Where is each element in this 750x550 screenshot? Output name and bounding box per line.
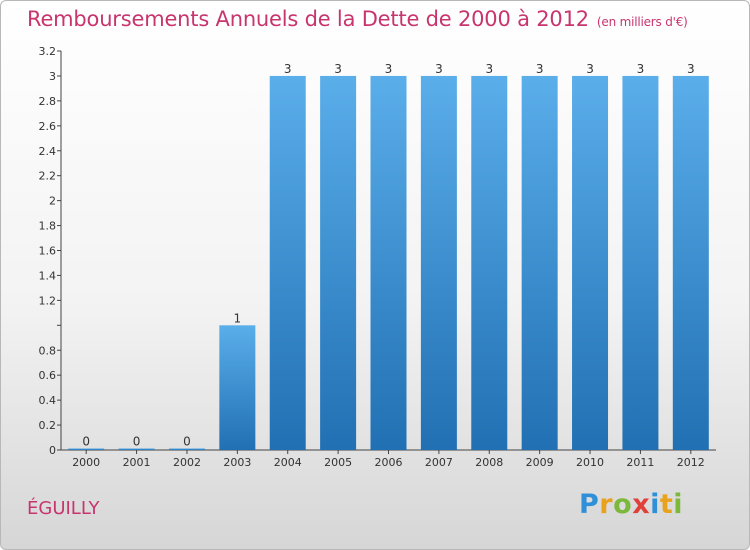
y-tick-label: 1.8 [39, 220, 57, 233]
data-label-2004: 3 [284, 62, 292, 76]
logo-letter: i [673, 489, 684, 520]
chart-title-text: Remboursements Annuels de la Dette de 20… [27, 7, 589, 31]
bar-2005 [320, 75, 357, 450]
data-label-2006: 3 [385, 62, 393, 76]
y-tick-label: 1.2 [39, 294, 57, 307]
y-tick-label: 2.2 [39, 170, 57, 183]
logo-letter: P [579, 489, 600, 520]
bar-2006 [370, 75, 407, 450]
y-tick-label: 2 [49, 195, 56, 208]
x-tick-label: 2011 [626, 456, 654, 469]
data-label-2011: 3 [637, 62, 645, 76]
y-tick-label: 2.4 [39, 145, 57, 158]
data-label-2009: 3 [536, 62, 544, 76]
logo-letter: i [650, 489, 660, 520]
y-tick-label: 0.8 [39, 344, 57, 357]
bar-2003 [219, 325, 256, 450]
bar-2007 [420, 75, 457, 450]
bar-2008 [471, 75, 508, 450]
logo-letter: t [659, 489, 674, 520]
bar-2001 [118, 448, 155, 450]
x-tick-label: 2000 [72, 456, 100, 469]
bar-2004 [269, 75, 306, 450]
data-label-2008: 3 [485, 62, 493, 76]
bar-2012 [672, 75, 709, 450]
bar-2010 [572, 75, 609, 450]
bar-2000 [68, 448, 105, 450]
x-tick-label: 2002 [173, 456, 201, 469]
y-tick-label: 1.6 [39, 245, 57, 258]
logo-letter: o [613, 489, 633, 520]
y-tick-label: 3 [49, 70, 56, 83]
y-tick-label: 2.6 [39, 120, 57, 133]
x-tick-label: 2001 [123, 456, 151, 469]
axes: 0 0.2 0.4 0.6 0.8 1.2 1.4 1.6 1.8 2 2.2 2.4 2.6 2.8 3 3… [39, 45, 716, 469]
x-tick-label: 2007 [425, 456, 453, 469]
y-tick-label: 2.8 [39, 95, 57, 108]
bars [68, 75, 709, 450]
x-tick-label: 2009 [526, 456, 554, 469]
data-label-2003: 1 [234, 311, 242, 325]
chart-title: Remboursements Annuels de la Dette de 20… [27, 7, 688, 31]
data-label-2012: 3 [687, 62, 695, 76]
data-label-2000: 0 [82, 435, 90, 449]
x-tick-label: 2006 [375, 456, 403, 469]
y-tick-label: 0.2 [39, 419, 57, 432]
proxiti-logo: Proxiti [579, 489, 683, 520]
y-tick-label: 0 [49, 444, 56, 457]
data-label-2007: 3 [435, 62, 443, 76]
bar-2011 [622, 75, 659, 450]
logo-letter: r [599, 489, 614, 520]
data-label-2010: 3 [586, 62, 594, 76]
y-tick-label: 1.4 [39, 269, 57, 282]
x-tick-label: 2012 [677, 456, 705, 469]
x-tick-label: 2010 [576, 456, 604, 469]
data-labels: 0 0 0 1 3 3 3 3 3 3 3 3 3 [82, 62, 694, 449]
y-tick-label: 0.6 [39, 369, 57, 382]
x-tick-label: 2004 [274, 456, 302, 469]
bar-2009 [521, 75, 558, 450]
logo-letter: x [632, 489, 651, 520]
commune-name: ÉGUILLY [27, 498, 100, 519]
chart-subtitle: (en milliers d'€) [596, 15, 688, 29]
x-tick-label: 2003 [223, 456, 251, 469]
data-label-2005: 3 [334, 62, 342, 76]
data-label-2001: 0 [133, 435, 141, 449]
y-tick-label: 0.4 [39, 394, 57, 407]
x-tick-label: 2008 [475, 456, 503, 469]
y-tick-label: 3.2 [39, 45, 57, 58]
x-tick-label: 2005 [324, 456, 352, 469]
data-label-2002: 0 [183, 435, 191, 449]
bar-2002 [168, 448, 205, 450]
